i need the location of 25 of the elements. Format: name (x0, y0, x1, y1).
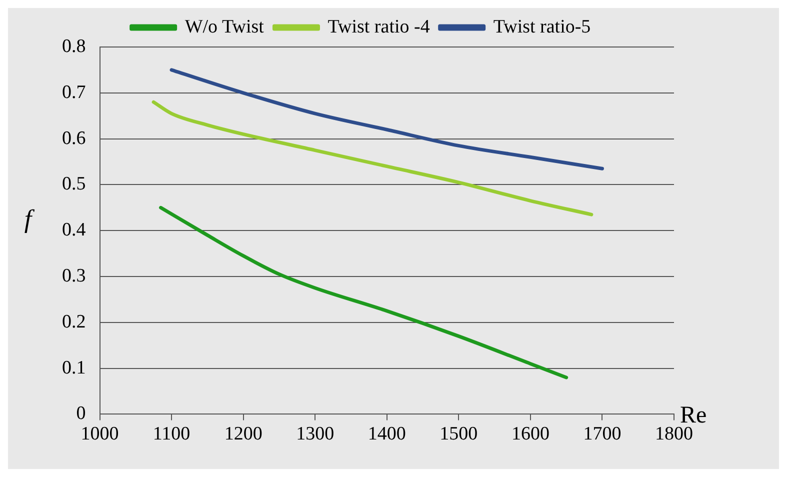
line-series (152, 100, 594, 216)
x-tick-label: 1100 (152, 424, 190, 445)
line-series (159, 206, 568, 380)
legend-label: W/o Twist (184, 16, 265, 38)
y-axis-title: f (24, 204, 36, 234)
y-tick-label: 0.8 (62, 36, 86, 57)
y-tick-label: 0.2 (62, 311, 86, 332)
line-series (170, 68, 604, 170)
x-tick-label: 1600 (511, 424, 550, 445)
x-tick-label: 1400 (368, 424, 406, 445)
x-tick-label: 1200 (224, 424, 262, 445)
y-tick-label: 0.3 (62, 265, 86, 286)
y-tick-label: 0.6 (62, 128, 86, 149)
legend-label: Twist ratio-5 (493, 16, 591, 38)
x-tick-label: 1700 (583, 424, 622, 445)
y-tick-label: 0.5 (62, 174, 86, 195)
y-tick-label: 0.7 (62, 82, 86, 103)
x-tick-label: 1500 (440, 424, 478, 445)
x-tick-label: 1800 (655, 424, 693, 445)
y-tick-label: 0.4 (62, 220, 86, 241)
x-tick-label: 1000 (80, 424, 119, 445)
y-tick-label: 0.1 (62, 357, 86, 378)
y-tick-label: 0 (76, 403, 86, 424)
x-tick-label: 1300 (296, 424, 334, 445)
legend-label: Twist ratio -4 (328, 16, 430, 38)
